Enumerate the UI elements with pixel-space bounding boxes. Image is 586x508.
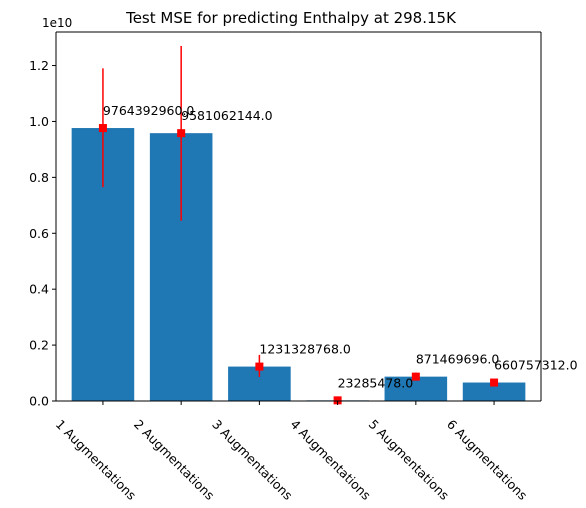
bar: [384, 376, 448, 401]
data-label: 1231328768.0: [259, 342, 351, 357]
y-tick-label: 0.2: [29, 338, 49, 353]
data-label: 660757312.0: [494, 358, 578, 373]
y-tick-label: 0.4: [29, 282, 49, 297]
bar: [462, 382, 526, 401]
mean-marker: [411, 372, 420, 381]
chart-title: Test MSE for predicting Enthalpy at 298.…: [125, 9, 457, 27]
mean-marker: [333, 396, 342, 405]
mean-marker: [490, 378, 499, 387]
data-label: 9581062144.0: [181, 108, 273, 123]
y-tick-label: 1.0: [29, 114, 49, 129]
y-offset-label: 1e10: [42, 16, 72, 30]
mean-marker: [177, 129, 186, 138]
data-label: 23285478.0: [338, 375, 414, 390]
data-label: 871469696.0: [416, 352, 500, 367]
y-tick-label: 0.8: [29, 170, 49, 185]
y-tick-label: 0.0: [29, 394, 49, 409]
y-tick-label: 1.2: [29, 58, 49, 73]
mean-marker: [98, 124, 107, 133]
y-tick-label: 0.6: [29, 226, 49, 241]
data-label: 9764392960.0: [103, 103, 195, 118]
mean-marker: [255, 362, 264, 371]
